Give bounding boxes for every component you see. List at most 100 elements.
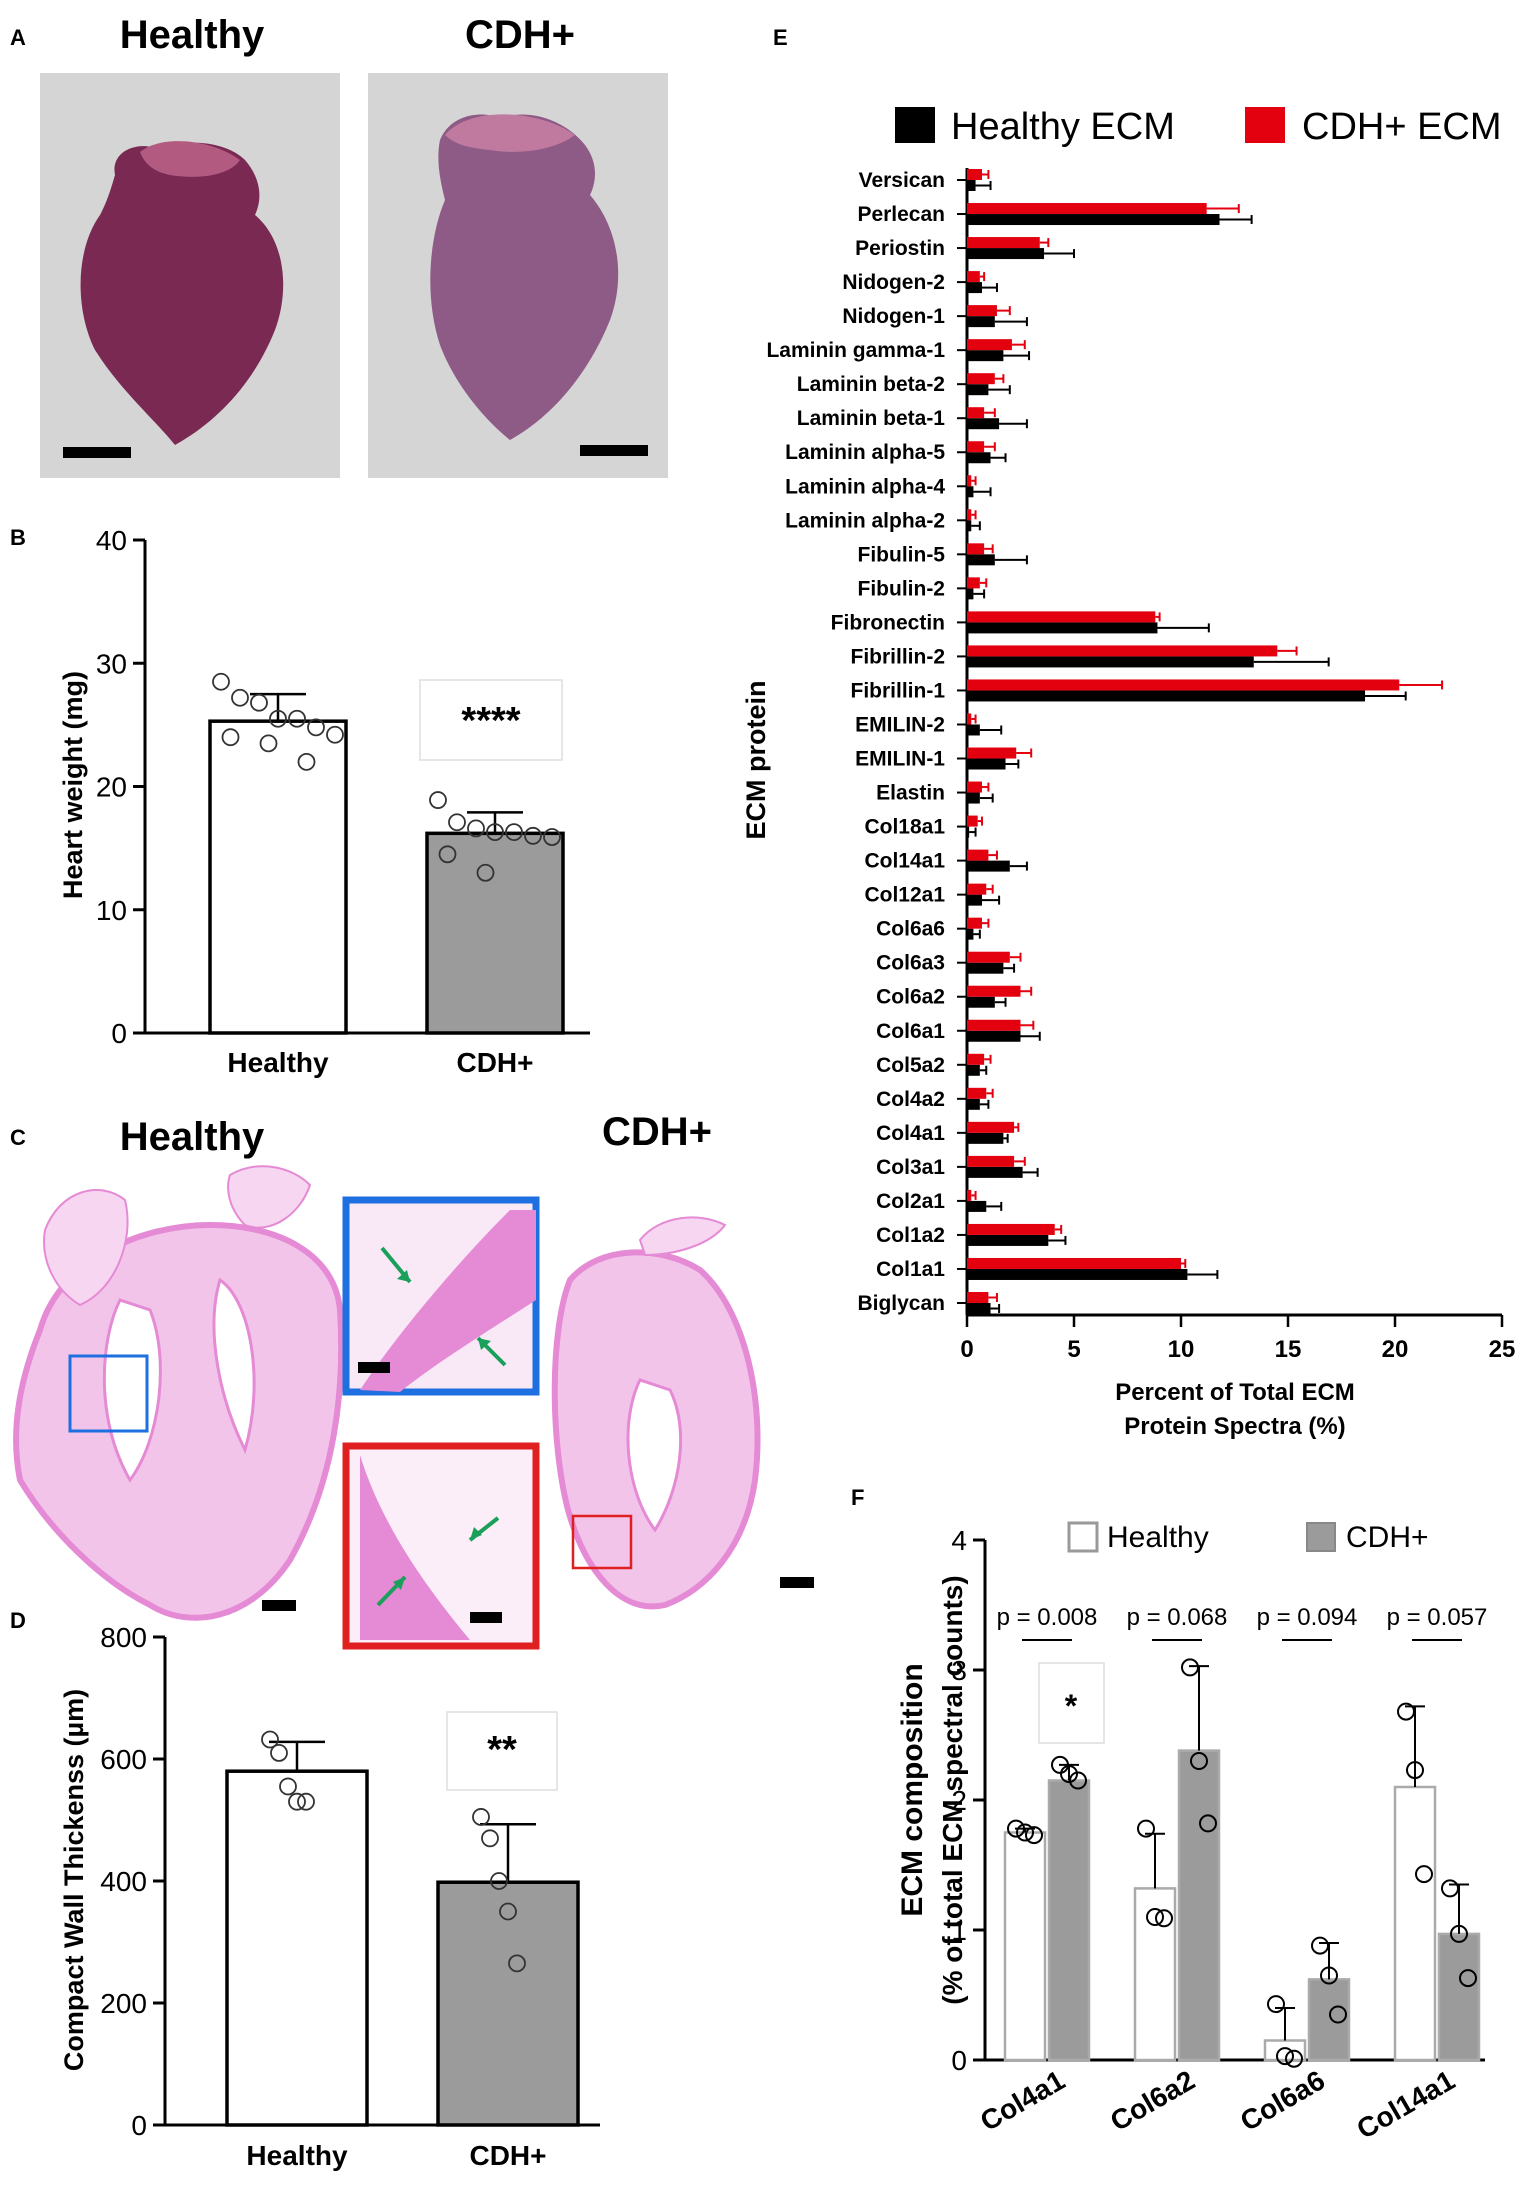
bar	[967, 1064, 980, 1076]
scale-bar	[580, 445, 648, 456]
data-point	[543, 828, 561, 846]
panel-e-letter: E	[773, 25, 788, 50]
category-label: EMILIN-2	[855, 713, 945, 736]
cdh-histology-section	[551, 1216, 814, 1610]
green-arrowhead	[397, 1270, 410, 1282]
data-point	[212, 672, 230, 691]
data-point	[259, 734, 278, 753]
data-point	[297, 1792, 315, 1811]
panel-a-cdh-title: CDH+	[465, 13, 575, 57]
y-tick-label: 10	[96, 895, 127, 926]
category-label: Fibulin-2	[858, 577, 946, 600]
data-point	[1025, 1826, 1043, 1845]
category-label: Laminin alpha-5	[785, 441, 945, 464]
data-point	[1406, 1761, 1424, 1780]
bar	[967, 1155, 1015, 1167]
category-label: Biglycan	[857, 1292, 945, 1315]
category-label: Nidogen-2	[842, 271, 945, 294]
category-label: Laminin alpha-4	[785, 475, 945, 498]
data-point	[429, 791, 447, 809]
data-point	[1285, 2049, 1303, 2068]
y-axis-label: ECM protein	[741, 681, 771, 840]
data-point	[1199, 1814, 1217, 1833]
bar	[967, 180, 976, 191]
category-label: Col3a1	[876, 1156, 945, 1179]
y-axis-label-line2: (% of total ECM spectral counts)	[937, 1575, 968, 2004]
significance-label: **	[487, 1729, 517, 1771]
heart-shape	[430, 114, 619, 441]
panel-c-letter: C	[10, 1125, 26, 1150]
y-tick-label: 3	[951, 1655, 967, 1686]
bar	[1003, 1831, 1047, 2062]
bar	[967, 860, 1010, 872]
bar	[967, 588, 974, 600]
blue-inset	[342, 1196, 540, 1396]
bar	[967, 724, 980, 736]
vessel	[227, 1165, 312, 1229]
bar	[967, 214, 1220, 226]
bar	[967, 815, 978, 827]
x-tick-label: 15	[1275, 1336, 1302, 1363]
category-label: Elastin	[876, 782, 945, 805]
x-tick-healthy: Healthy	[227, 1047, 329, 1078]
scale-bar	[358, 1362, 390, 1373]
bar	[967, 169, 982, 180]
bar	[967, 520, 972, 532]
y-tick-label: 0	[131, 2110, 147, 2141]
y-tick-label: 200	[100, 1988, 147, 2019]
data-point	[221, 728, 240, 747]
y-ticks: 0 1 2 3 4	[951, 1525, 985, 2076]
red-inset	[342, 1442, 540, 1650]
legend-label-cdh: CDH+ ECM	[1302, 106, 1502, 148]
y-axis-label: Heart weight (mg)	[58, 671, 88, 899]
p-value-label: p = 0.068	[1127, 1604, 1228, 1631]
y-tick-label: 0	[951, 2045, 967, 2076]
data-point	[508, 1954, 526, 1973]
bar	[967, 781, 982, 793]
bar	[967, 316, 995, 328]
data-point	[1267, 1995, 1285, 2014]
bar	[967, 339, 1012, 351]
category-label: Col1a1	[876, 1258, 945, 1281]
bar	[967, 690, 1366, 702]
x-axis-label-line1: Percent of Total ECM	[1115, 1379, 1355, 1406]
bar	[967, 1268, 1188, 1280]
heart-vessels	[140, 141, 240, 177]
bar	[967, 1019, 1021, 1031]
data-point	[1007, 1819, 1025, 1838]
data-point	[1459, 1969, 1477, 1988]
bar	[967, 656, 1254, 668]
x-tick-label: Col6a6	[1235, 2064, 1330, 2137]
bar	[967, 962, 1004, 974]
data-point	[1276, 2047, 1294, 2066]
data-point	[505, 823, 523, 842]
category-label: Laminin beta-1	[797, 407, 946, 430]
data-point	[467, 819, 485, 838]
atrium	[43, 1189, 129, 1307]
category-label: Col6a2	[876, 986, 945, 1009]
inset-tissue	[360, 1210, 536, 1392]
bar	[967, 1030, 1021, 1042]
bar	[967, 622, 1158, 634]
green-arrowhead	[470, 1527, 482, 1540]
y-tick-label: 4	[951, 1525, 967, 1556]
data-point	[1060, 1765, 1078, 1783]
x-tick-label: Col4a1	[975, 2064, 1070, 2137]
bar	[208, 719, 348, 1035]
x-ticks: 0 5 10 15 20 25	[960, 1315, 1515, 1363]
bar	[967, 1223, 1055, 1235]
bars	[967, 169, 1444, 1314]
scale-bar	[63, 447, 131, 458]
data-point	[438, 845, 457, 864]
p-value-label: p = 0.008	[997, 1604, 1098, 1631]
y-axis-label-line1: ECM composition	[896, 1663, 929, 1916]
bar	[967, 883, 987, 895]
vessel	[638, 1216, 727, 1257]
bars	[1003, 1658, 1481, 2068]
bar	[967, 951, 1010, 963]
significance-label: *	[1065, 1688, 1078, 1724]
data-point	[231, 688, 249, 707]
data-point	[1155, 1909, 1173, 1928]
heart-shape	[80, 142, 284, 445]
